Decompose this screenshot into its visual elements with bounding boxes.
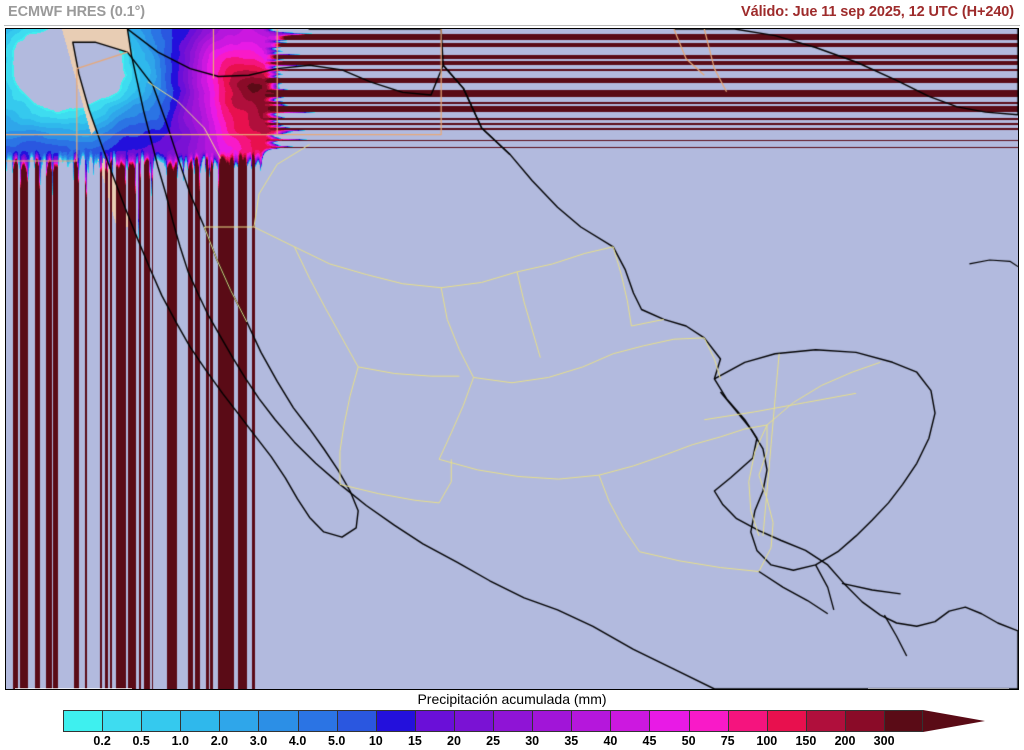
colorbar-tick: 100 bbox=[756, 734, 778, 748]
colorbar-swatch bbox=[219, 710, 259, 732]
colorbar-swatch bbox=[610, 710, 650, 732]
colorbar-tick: 35 bbox=[564, 734, 579, 748]
colorbar-swatch bbox=[453, 710, 494, 732]
precipitation-map[interactable]: ECMWF METE RED bbox=[5, 28, 1019, 690]
map-raster bbox=[6, 29, 1018, 689]
valid-time-label: Válido: Jue 11 sep 2025, 12 UTC (H+240) bbox=[741, 4, 1014, 20]
colorbar-swatch bbox=[180, 710, 220, 732]
colorbar-title: Precipitación acumulada (mm) bbox=[417, 691, 607, 707]
colorbar-tick: 45 bbox=[642, 734, 657, 748]
colorbar-tick: 0.2 bbox=[93, 734, 111, 748]
colorbar-swatch bbox=[688, 710, 728, 732]
colorbar-swatch bbox=[766, 710, 806, 732]
colorbar-tick: 4.0 bbox=[288, 734, 307, 748]
map-header: ECMWF HRES (0.1°) Válido: Jue 11 sep 202… bbox=[0, 0, 1024, 27]
colorbar-swatches bbox=[63, 710, 924, 732]
colorbar-swatch bbox=[336, 710, 376, 732]
colorbar-swatch bbox=[258, 710, 298, 732]
colorbar-tick: 10 bbox=[368, 734, 383, 748]
colorbar-tick: 30 bbox=[525, 734, 540, 748]
meteored-logo: METE RED bbox=[868, 688, 1009, 689]
colorbar-tick: 200 bbox=[834, 734, 856, 748]
colorbar-tick-labels: 0.2 0.5 1.0 2.0 3.0 4.0 5.0 10 15 20 25 30 35 40 45 50 7… bbox=[0, 734, 1024, 750]
colorbar-swatch bbox=[532, 710, 572, 732]
colorbar-swatch bbox=[375, 710, 415, 732]
colorbar-tick: 5.0 bbox=[327, 734, 346, 748]
colorbar-tick: 25 bbox=[486, 734, 501, 748]
colorbar-swatch bbox=[493, 710, 533, 732]
header-divider bbox=[4, 25, 1020, 26]
colorbar-swatch bbox=[414, 710, 454, 732]
colorbar-tick: 0.5 bbox=[132, 734, 150, 748]
colorbar-tick: 3.0 bbox=[249, 734, 268, 748]
colorbar[interactable]: 0.2 0.5 1.0 2.0 3.0 4.0 5.0 10 15 20 25 30 35 40 45 50 7… bbox=[0, 710, 1024, 750]
model-label: ECMWF HRES (0.1°) bbox=[8, 4, 146, 20]
colorbar-tick: 20 bbox=[447, 734, 461, 748]
colorbar-tick: 1.0 bbox=[171, 734, 189, 748]
colorbar-swatch bbox=[649, 710, 689, 732]
colorbar-tick: 50 bbox=[681, 734, 696, 748]
colorbar-tick: 75 bbox=[720, 734, 735, 748]
colorbar-swatch bbox=[102, 710, 142, 732]
colorbar-tick: 2.0 bbox=[210, 734, 229, 748]
colorbar-tick: 40 bbox=[603, 734, 618, 748]
ecmwf-logo: ECMWF bbox=[15, 688, 132, 689]
colorbar-swatch bbox=[844, 710, 884, 732]
colorbar-swatch bbox=[883, 710, 924, 732]
colorbar-swatch bbox=[571, 710, 611, 732]
colorbar-swatch bbox=[727, 710, 767, 732]
colorbar-tick: 150 bbox=[795, 734, 817, 748]
colorbar-swatch bbox=[297, 710, 337, 732]
colorbar-tick: 15 bbox=[407, 734, 422, 748]
colorbar-swatch bbox=[805, 710, 845, 732]
colorbar-swatch bbox=[63, 710, 103, 732]
colorbar-extend-arrow bbox=[923, 710, 986, 732]
colorbar-tick: 300 bbox=[873, 734, 895, 748]
colorbar-swatch bbox=[141, 710, 181, 732]
